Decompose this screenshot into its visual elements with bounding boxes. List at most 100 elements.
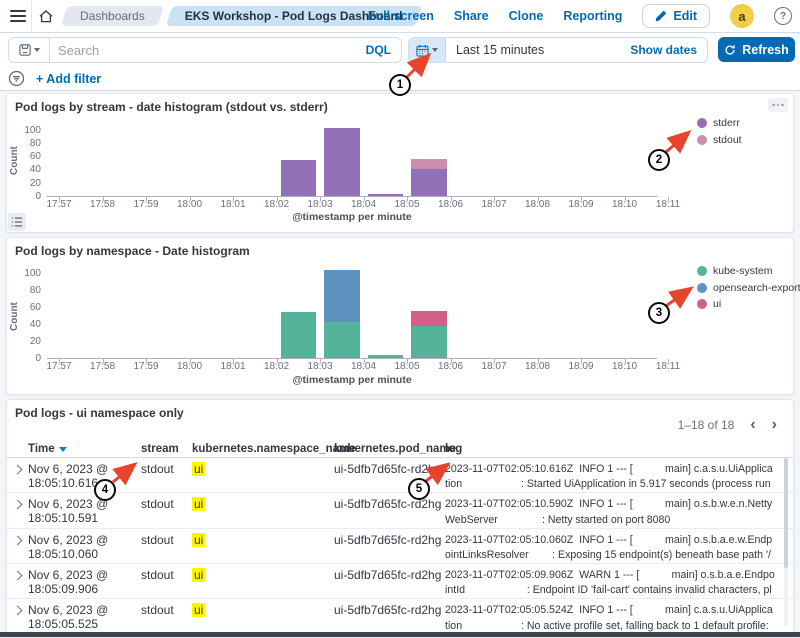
x-tick-label: 18:03 <box>307 199 333 210</box>
x-tick-label: 17:58 <box>89 199 116 210</box>
cell-stream: stdout <box>141 497 174 512</box>
annotation-circle-2: 2 <box>648 149 670 171</box>
bar-opensearch-exporter[interactable] <box>324 270 360 323</box>
x-tick-label: 17:58 <box>89 361 116 372</box>
bar-ui[interactable] <box>411 311 447 326</box>
annotation-circle-5: 5 <box>408 478 430 500</box>
column-header-pod: kubernetes.pod_name <box>334 443 457 455</box>
table-row: Nov 6, 2023 @ 18:05:10.060 stdout ui ui-5df… <box>7 529 793 564</box>
table-row: Nov 6, 2023 @ 18:05:10.616 stdout ui ui-5df… <box>7 458 793 494</box>
saved-queries-button[interactable] <box>9 38 50 62</box>
x-tick-label: 18:06 <box>437 199 464 210</box>
add-filter-button[interactable]: + Add filter <box>36 72 102 86</box>
panel-menu-icon[interactable] <box>768 98 788 112</box>
prev-page-icon[interactable]: ‹ <box>750 416 756 433</box>
bar-kube-system[interactable] <box>280 312 316 358</box>
refresh-button[interactable]: Refresh <box>718 37 795 62</box>
expand-row-icon[interactable] <box>11 533 28 563</box>
x-axis-line <box>47 358 657 359</box>
header-action-share[interactable]: Share <box>453 9 489 23</box>
x-tick-mark <box>320 359 321 363</box>
x-tick-label: 18:04 <box>350 361 377 372</box>
header-action-clone[interactable]: Clone <box>508 9 544 23</box>
edit-button[interactable]: Edit <box>642 4 710 28</box>
legend-item-stdout[interactable]: stdout <box>697 134 742 146</box>
time-range-value[interactable]: Last 15 minutes <box>456 43 545 57</box>
legend-toggle-icon[interactable] <box>8 213 26 231</box>
bar-stdout[interactable] <box>411 158 447 170</box>
x-tick-mark <box>668 197 669 201</box>
x-tick-label: 17:59 <box>133 199 159 210</box>
column-header-log: log <box>445 443 463 455</box>
panel-pod-logs-by-namespace: Pod logs by namespace - Date histogram C… <box>6 237 800 395</box>
x-tick-label: 18:02 <box>263 199 290 210</box>
y-tick-label: 40 <box>29 164 41 176</box>
table-scrollbar[interactable] <box>784 458 788 626</box>
x-tick-label: 18:11 <box>655 199 681 210</box>
x-tick-mark <box>581 197 582 201</box>
bar-stderr[interactable] <box>280 160 316 196</box>
home-icon[interactable] <box>38 8 54 24</box>
highlighted-namespace: ui <box>192 567 206 582</box>
next-page-icon[interactable]: › <box>771 416 777 433</box>
legend-dot <box>697 118 707 128</box>
header-action-full-screen[interactable]: Full screen <box>367 9 434 23</box>
quick-select-date-button[interactable] <box>409 38 446 62</box>
legend-item-opensearch-exporter[interactable]: opensearch-exporter <box>697 282 800 294</box>
x-tick-label: 18:01 <box>220 361 246 372</box>
cell-pod: ui-5dfb7d65fc-rd2hg <box>334 497 442 512</box>
breadcrumb-current-dashboard[interactable]: EKS Workshop - Pod Logs Dashboard <box>165 6 422 26</box>
filter-menu-icon[interactable] <box>8 70 25 92</box>
header-action-reporting[interactable]: Reporting <box>563 9 623 23</box>
dql-button[interactable]: DQL <box>365 43 391 57</box>
x-tick-mark <box>624 359 626 363</box>
column-header-time[interactable]: Time <box>28 443 141 455</box>
expand-row-icon[interactable] <box>11 568 28 598</box>
cell-namespace: ui <box>192 497 334 527</box>
bar-kube-system[interactable] <box>324 322 360 358</box>
bar-kube-system[interactable] <box>411 325 447 358</box>
chevron-down-icon <box>33 48 40 52</box>
cell-namespace: ui <box>192 532 334 563</box>
y-tick-label: 100 <box>24 124 41 136</box>
x-tick-label: 18:02 <box>263 361 290 372</box>
hamburger-icon[interactable] <box>10 10 26 22</box>
x-tick-mark <box>59 197 60 201</box>
breadcrumb: Dashboards EKS Workshop - Pod Logs Dashb… <box>60 6 422 26</box>
pagination-range: 1–18 of 18 <box>677 418 735 432</box>
y-tick-label: 20 <box>29 336 41 347</box>
bar-stderr[interactable] <box>411 169 447 196</box>
legend-item-stderr[interactable]: stderr <box>697 117 740 129</box>
stream-histogram-chart: Count 0 20 40 60 80 100 17:57 17:58 17:59 18:00 18:… <box>7 94 793 232</box>
bar-stderr[interactable] <box>367 194 403 196</box>
breadcrumb-dashboards[interactable]: Dashboards <box>60 6 164 26</box>
x-tick-mark <box>363 197 365 201</box>
cell-pod: ui-5dfb7d65fc-rd2hg <box>334 532 442 547</box>
show-dates-button[interactable]: Show dates <box>630 43 697 57</box>
search-input[interactable] <box>50 42 366 58</box>
legend-item-ui[interactable]: ui <box>697 298 721 310</box>
panel-title: Pod logs by namespace - Date histogram <box>15 244 250 258</box>
avatar[interactable]: a <box>730 4 754 28</box>
x-tick-mark <box>59 359 60 363</box>
y-tick-label: 80 <box>29 137 41 149</box>
cell-time: Nov 6, 2023 @ 18:05:10.591 <box>28 497 109 526</box>
bottom-edge-bar <box>0 632 800 637</box>
expand-row-icon[interactable] <box>11 462 28 492</box>
bar-kube-system[interactable] <box>367 355 403 358</box>
table-body: Nov 6, 2023 @ 18:05:10.616 stdout ui ui-5df… <box>7 458 793 634</box>
cell-pod: ui-5dfb7d65fc-rd2hg <box>334 462 442 476</box>
cell-pod: ui-5dfb7d65fc-rd2hg <box>334 567 442 582</box>
legend-item-kube-system[interactable]: kube-system <box>697 265 773 277</box>
expand-row-icon[interactable] <box>11 603 28 633</box>
help-icon[interactable]: ? <box>774 7 792 25</box>
table-row: Nov 6, 2023 @ 18:05:09.906 stdout ui ui-5df… <box>7 564 793 600</box>
bar-stderr[interactable] <box>324 127 360 196</box>
legend-label: kube-system <box>713 265 773 277</box>
y-tick-label: 0 <box>35 191 41 202</box>
panel-title: Pod logs - ui namespace only <box>15 406 184 420</box>
expand-row-icon[interactable] <box>11 497 28 527</box>
x-tick-mark <box>450 197 452 201</box>
x-tick-mark <box>407 359 408 363</box>
